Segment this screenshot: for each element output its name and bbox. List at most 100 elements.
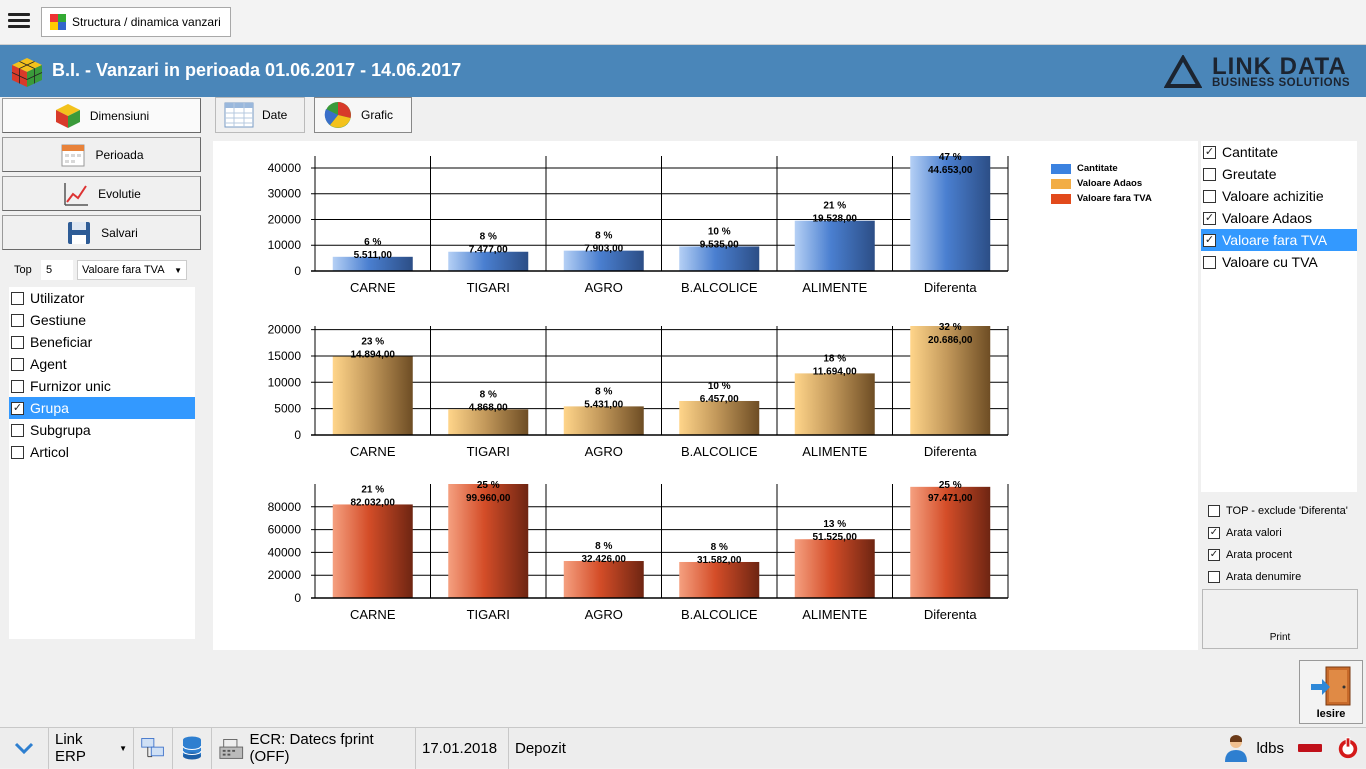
checkbox[interactable] bbox=[1203, 167, 1216, 181]
checkbox[interactable] bbox=[1203, 255, 1216, 269]
category-label: ALIMENTE bbox=[802, 280, 867, 295]
separator bbox=[133, 727, 134, 769]
option-item[interactable]: ✓ Arata procent bbox=[1208, 544, 1358, 566]
print-button[interactable]: Print bbox=[1202, 589, 1358, 649]
rubik-cube-icon bbox=[55, 103, 80, 128]
status-indicator-icon bbox=[1298, 744, 1322, 752]
bar bbox=[679, 400, 760, 435]
dimension-label: Beneficiar bbox=[30, 334, 93, 350]
value-label: 97.471,00 bbox=[928, 493, 973, 504]
checkbox[interactable] bbox=[11, 423, 24, 437]
category-label: TIGARI bbox=[467, 607, 510, 622]
evolutie-button[interactable]: Evolutie bbox=[2, 176, 201, 211]
y-tick-label: 10000 bbox=[268, 238, 302, 252]
value-label: 6.457,00 bbox=[700, 394, 739, 405]
measure-item[interactable]: Valoare achizitie bbox=[1201, 185, 1357, 207]
category-label: B.ALCOLICE bbox=[681, 280, 758, 295]
bar bbox=[448, 484, 529, 598]
rubik-cube-icon bbox=[11, 58, 43, 87]
y-tick-label: 5000 bbox=[274, 402, 301, 416]
checkbox[interactable] bbox=[11, 313, 24, 327]
top-count-input[interactable] bbox=[41, 260, 73, 280]
dimension-item[interactable]: Utilizator bbox=[9, 287, 195, 309]
measure-item[interactable]: ✓ Cantitate bbox=[1201, 141, 1357, 163]
measure-item[interactable]: Valoare cu TVA bbox=[1201, 251, 1357, 273]
dimension-item[interactable]: Gestiune bbox=[9, 309, 195, 331]
window-tab[interactable]: Structura / dinamica vanzari bbox=[41, 7, 231, 37]
power-button[interactable] bbox=[1330, 728, 1366, 769]
exit-button[interactable]: Iesire bbox=[1299, 660, 1363, 724]
window-tab-label: Structura / dinamica vanzari bbox=[72, 15, 221, 29]
option-label: Arata denumire bbox=[1226, 571, 1302, 583]
checkbox[interactable]: ✓ bbox=[1208, 527, 1220, 539]
dimension-item[interactable]: Subgrupa bbox=[9, 419, 195, 441]
tab-date-label: Date bbox=[262, 108, 288, 122]
dimension-item[interactable]: Articol bbox=[9, 441, 195, 463]
checkbox[interactable] bbox=[1208, 505, 1220, 517]
separator bbox=[508, 727, 509, 769]
user-info[interactable]: ldbs bbox=[1216, 728, 1290, 769]
status-date-label: 17.01.2018 bbox=[422, 739, 498, 757]
perioada-button[interactable]: Perioada bbox=[2, 137, 201, 172]
percent-label: 8 % bbox=[480, 232, 497, 243]
checkbox[interactable]: ✓ bbox=[1208, 549, 1220, 561]
separator bbox=[172, 727, 173, 769]
dimensiuni-button[interactable]: Dimensiuni bbox=[2, 98, 201, 133]
collapse-button[interactable] bbox=[0, 728, 48, 769]
y-tick-label: 20000 bbox=[268, 212, 302, 226]
network-button[interactable] bbox=[134, 728, 172, 769]
value-label: 14.894,00 bbox=[351, 350, 396, 361]
option-item[interactable]: ✓ Arata valori bbox=[1208, 522, 1358, 544]
percent-label: 25 % bbox=[939, 480, 962, 491]
checkbox[interactable] bbox=[11, 335, 24, 349]
measure-label: Valoare cu TVA bbox=[1222, 254, 1318, 270]
tab-date[interactable]: Date bbox=[215, 97, 305, 133]
value-label: 20.686,00 bbox=[928, 335, 973, 346]
top-measure-select[interactable]: Valoare fara TVA ▼ bbox=[77, 260, 187, 280]
measure-label: Greutate bbox=[1222, 166, 1277, 182]
separator bbox=[415, 727, 416, 769]
separator bbox=[48, 727, 49, 769]
ecr-status[interactable]: ECR: Datecs fprint (OFF) bbox=[212, 728, 415, 769]
checkbox[interactable] bbox=[1208, 571, 1220, 583]
bar bbox=[563, 406, 644, 435]
hamburger-menu-icon[interactable] bbox=[8, 13, 30, 29]
database-button[interactable] bbox=[173, 728, 211, 769]
option-item[interactable]: TOP - exclude 'Diferenta' bbox=[1208, 500, 1358, 522]
checkbox[interactable] bbox=[11, 291, 24, 305]
tab-grafic[interactable]: Grafic bbox=[314, 97, 412, 133]
option-label: Arata valori bbox=[1226, 527, 1282, 539]
top-bar: Structura / dinamica vanzari bbox=[0, 0, 1366, 45]
dimension-item[interactable]: Beneficiar bbox=[9, 331, 195, 353]
checkbox[interactable] bbox=[11, 357, 24, 371]
dimension-item[interactable]: ✓ Grupa bbox=[9, 397, 195, 419]
legend-label: Cantitate bbox=[1077, 163, 1118, 174]
measure-item[interactable]: ✓ Valoare Adaos bbox=[1201, 207, 1357, 229]
salvari-button[interactable]: Salvari bbox=[2, 215, 201, 250]
checkbox[interactable]: ✓ bbox=[1203, 233, 1216, 247]
category-label: Diferenta bbox=[924, 444, 978, 459]
chart-options: TOP - exclude 'Diferenta' ✓ Arata valori ✓ A… bbox=[1208, 500, 1358, 588]
dimension-item[interactable]: Agent bbox=[9, 353, 195, 375]
value-label: 44.653,00 bbox=[928, 165, 973, 176]
line-chart-icon bbox=[64, 182, 89, 206]
checkbox[interactable] bbox=[11, 379, 24, 393]
checkbox[interactable]: ✓ bbox=[1203, 145, 1216, 159]
checkbox[interactable] bbox=[1203, 189, 1216, 203]
measure-item[interactable]: Greutate bbox=[1201, 163, 1357, 185]
checkbox[interactable]: ✓ bbox=[1203, 211, 1216, 225]
value-label: 5.431,00 bbox=[584, 399, 623, 410]
top-filter-row: Top Valoare fara TVA ▼ bbox=[9, 259, 199, 281]
measure-item[interactable]: ✓ Valoare fara TVA bbox=[1201, 229, 1357, 251]
checkbox[interactable]: ✓ bbox=[11, 401, 24, 415]
status-location-label: Depozit bbox=[515, 739, 566, 757]
app-menu[interactable]: Link ERP ▼ bbox=[49, 728, 133, 769]
value-label: 31.582,00 bbox=[697, 555, 742, 566]
option-item[interactable]: Arata denumire bbox=[1208, 566, 1358, 588]
checkbox[interactable] bbox=[11, 445, 24, 459]
dimension-item[interactable]: Furnizor unic bbox=[9, 375, 195, 397]
power-icon bbox=[1338, 737, 1358, 759]
percent-label: 25 % bbox=[477, 480, 500, 491]
perioada-label: Perioada bbox=[95, 147, 144, 162]
exit-label: Iesire bbox=[1316, 708, 1346, 720]
